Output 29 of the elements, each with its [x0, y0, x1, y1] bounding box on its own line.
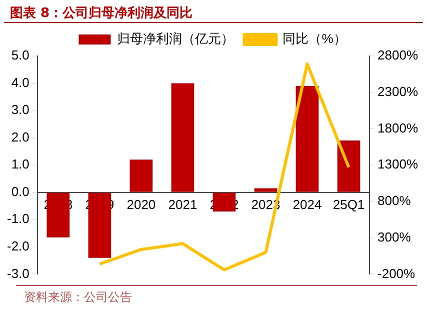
y2-tick-label: 2800% — [378, 48, 418, 63]
bar — [337, 140, 360, 192]
x-tick-label: 2021 — [168, 196, 198, 212]
x-tick-label: 2020 — [126, 196, 156, 212]
y-tick-label: -3.0 — [6, 266, 30, 281]
bar — [130, 160, 153, 192]
y2-tick-label: 300% — [378, 229, 412, 244]
y2-tick-label: 1800% — [378, 120, 418, 136]
chart-title: 图表 8：公司归母净利润及同比 — [4, 0, 423, 23]
legend-label: 归母净利润（亿元） — [117, 31, 234, 46]
y2-tick-label: 2300% — [378, 84, 418, 99]
y2-tick-label: 1300% — [378, 156, 418, 172]
y-tick-label: 2.0 — [11, 129, 30, 144]
y-tick-label: -1.0 — [6, 211, 30, 226]
legend-label: 同比（%） — [282, 31, 346, 46]
x-tick-label: 25Q1 — [332, 196, 365, 212]
y-tick-label: 3.0 — [11, 102, 30, 118]
text: 资料来源：公司公告 — [16, 285, 417, 309]
bar — [171, 83, 194, 192]
bar — [296, 86, 319, 192]
x-tick-label: 2024 — [292, 196, 322, 212]
y-tick-label: 4.0 — [11, 74, 30, 90]
y2-tick-label: 800% — [378, 193, 412, 208]
y-tick-label: 5.0 — [11, 48, 30, 63]
y-tick-label: 1.0 — [11, 156, 30, 172]
y-tick-label: 0.0 — [11, 184, 30, 199]
y-tick-label: -2.0 — [6, 238, 30, 254]
bar — [254, 188, 278, 192]
y2-tick-label: -200% — [378, 266, 416, 281]
